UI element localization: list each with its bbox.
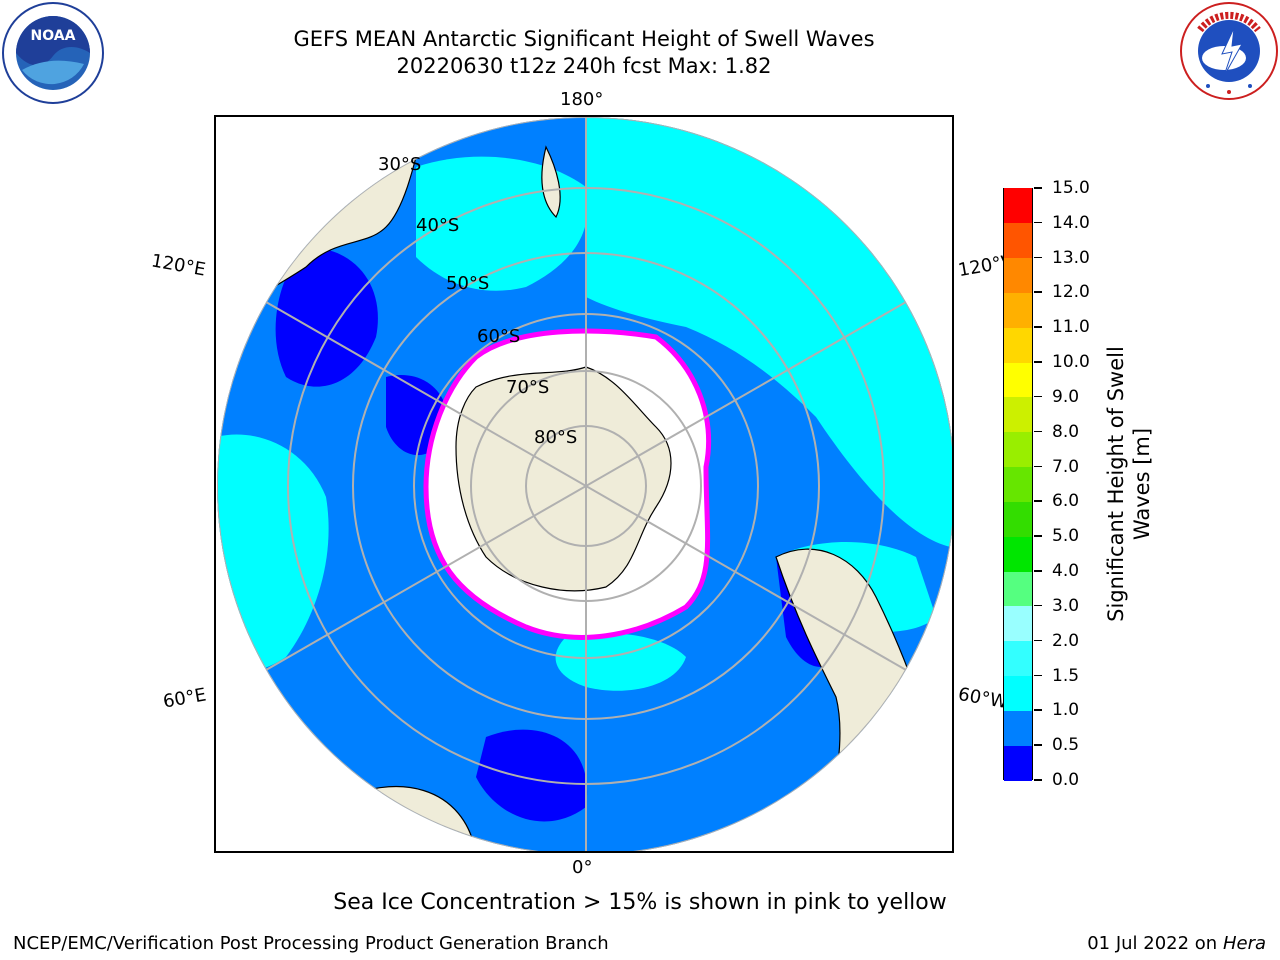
colorbar-tick [1034, 291, 1042, 293]
colorbar [1003, 188, 1033, 781]
map-canvas: 30°S 40°S 50°S 60°S 70°S 80°S [217, 117, 952, 851]
colorbar-tick-label: 1.5 [1052, 665, 1080, 686]
colorbar-tick-label: 3.0 [1052, 595, 1080, 616]
footer-date: 01 Jul 2022 on Hera [1087, 933, 1266, 954]
colorbar-tick [1034, 430, 1042, 433]
colorbar-tick [1034, 361, 1042, 363]
colorbar-tick [1034, 221, 1042, 224]
lon-label-60w: 60°W [956, 683, 1010, 714]
colorbar-segment [1004, 571, 1032, 607]
chart-subtitle: 20220630 t12z 240h fcst Max: 1.82 [396, 54, 772, 78]
noaa-logo: NOAA [2, 2, 104, 104]
colorbar-segment [1004, 362, 1032, 398]
colorbar-tick-label: 10.0 [1052, 352, 1090, 373]
colorbar-tick-label: 0.0 [1052, 770, 1080, 790]
colorbar-tick [1034, 570, 1042, 572]
colorbar-tick [1034, 604, 1042, 607]
lon-label-180: 180° [560, 89, 604, 110]
colorbar-tick-label: 13.0 [1052, 247, 1090, 268]
land-antarctica [455, 366, 672, 592]
colorbar-tick [1034, 779, 1042, 781]
lat-label-50: 50°S [446, 273, 489, 294]
polar-map: 30°S 40°S 50°S 60°S 70°S 80°S [214, 115, 954, 853]
lat-label-80: 80°S [534, 427, 577, 448]
colorbar-tick-label: 4.0 [1052, 561, 1080, 582]
lon-label-0: 0° [572, 857, 593, 878]
colorbar-segment [1004, 431, 1032, 468]
colorbar-tick [1034, 744, 1042, 746]
noaa-logo-text: NOAA [31, 28, 76, 44]
colorbar-tick-label: 12.0 [1052, 282, 1090, 303]
colorbar-segment [1004, 675, 1032, 711]
colorbar-segment [1004, 501, 1032, 537]
graticule [217, 117, 952, 851]
swell-region-low-s [476, 729, 588, 822]
colorbar-segment [1004, 396, 1032, 433]
colorbar-tick-label: 15.0 [1052, 178, 1090, 198]
swell-region-cyan-s [555, 633, 686, 691]
nws-logo [1180, 2, 1278, 100]
colorbar-tick-label: 6.0 [1052, 491, 1080, 512]
colorbar-title: Significant Height of Swell Waves [m] [1104, 346, 1154, 622]
colorbar-segment [1004, 327, 1032, 363]
colorbar-tick-label: 8.0 [1052, 421, 1080, 442]
colorbar-tick-label: 0.5 [1052, 735, 1080, 756]
colorbar-tick [1034, 256, 1042, 259]
colorbar-tick [1034, 187, 1042, 189]
colorbar-tick [1034, 674, 1042, 677]
lon-label-60e: 60°E [161, 684, 208, 713]
colorbar-tick-label: 7.0 [1052, 456, 1080, 477]
lat-label-40: 40°S [416, 215, 459, 236]
chart-title: GEFS MEAN Antarctic Significant Height o… [293, 27, 875, 51]
colorbar-tick-label: 1.0 [1052, 700, 1080, 721]
colorbar-segment [1004, 605, 1032, 642]
colorbar-segment [1004, 188, 1032, 224]
colorbar-tick [1034, 326, 1042, 328]
colorbar-segment [1004, 257, 1032, 293]
footer-host: Hera [1222, 933, 1266, 954]
colorbar-segment [1004, 466, 1032, 502]
colorbar-tick-label: 5.0 [1052, 526, 1080, 547]
footer-credit: NCEP/EMC/Verification Post Processing Pr… [13, 933, 609, 954]
land-new-zealand [541, 145, 561, 219]
colorbar-tick-label: 11.0 [1052, 317, 1090, 338]
ice-caption: Sea Ice Concentration > 15% is shown in … [333, 890, 947, 915]
colorbar-segment [1004, 745, 1032, 781]
colorbar-tick [1034, 535, 1042, 537]
colorbar-tick-label: 9.0 [1052, 386, 1080, 407]
footer-date-text: 01 Jul 2022 on [1087, 933, 1223, 954]
lon-label-120e: 120°E [149, 250, 208, 281]
land-madagascar [217, 768, 297, 818]
colorbar-tick-label: 14.0 [1052, 212, 1090, 233]
lat-label-70: 70°S [506, 377, 549, 398]
swell-region-cyan-w [217, 434, 329, 672]
lat-label-60: 60°S [477, 326, 520, 347]
colorbar-tick-label: 2.0 [1052, 630, 1080, 651]
colorbar-tick [1034, 639, 1042, 642]
colorbar-segment [1004, 222, 1032, 259]
colorbar-segment [1004, 640, 1032, 677]
colorbar-tick [1034, 709, 1042, 711]
lat-label-30: 30°S [378, 154, 421, 175]
colorbar-tick [1034, 465, 1042, 468]
colorbar-segment [1004, 292, 1032, 328]
colorbar-tick [1034, 500, 1042, 502]
colorbar-segment [1004, 536, 1032, 572]
colorbar-tick [1034, 395, 1042, 398]
colorbar-segment [1004, 710, 1032, 746]
